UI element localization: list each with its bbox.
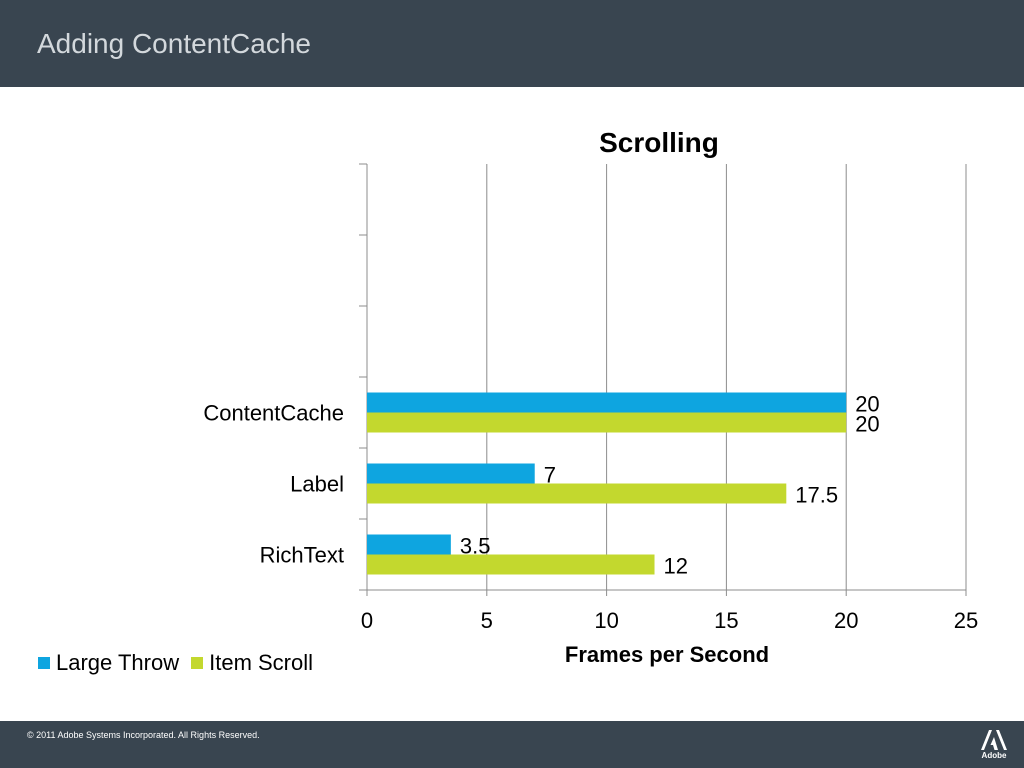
data-label: 3.5 [460, 534, 491, 559]
bar [367, 412, 847, 433]
legend-label-large-throw: Large Throw [56, 650, 180, 675]
category-label: RichText [260, 543, 344, 568]
bar [367, 392, 847, 413]
chart-title: Scrolling [599, 127, 719, 158]
legend-swatch-large-throw [38, 657, 50, 669]
adobe-logo-text: Adobe [981, 751, 1007, 760]
legend-item-item-scroll: Item Scroll [191, 650, 313, 676]
bar [367, 483, 787, 504]
data-label: 12 [664, 554, 688, 579]
adobe-logo-icon [981, 730, 1007, 750]
bar [367, 534, 451, 555]
data-label: 20 [855, 412, 879, 437]
bar [367, 554, 655, 575]
copyright-text: © 2011 Adobe Systems Incorporated. All R… [27, 730, 260, 740]
data-label: 20 [855, 392, 879, 417]
bar [367, 463, 535, 484]
slide-footer: © 2011 Adobe Systems Incorporated. All R… [0, 721, 1024, 768]
bar-chart: Scrolling 0 5 10 15 20 25 Frames per Second Cont… [203, 127, 978, 667]
x-tick-label: 0 [361, 608, 373, 633]
legend-swatch-item-scroll [191, 657, 204, 669]
slide-title: Adding ContentCache [37, 28, 311, 59]
data-label: 7 [544, 463, 556, 488]
x-tick-label: 15 [714, 608, 738, 633]
data-label: 17.5 [795, 483, 838, 508]
x-tick-label: 20 [834, 608, 858, 633]
x-tick-label: 10 [594, 608, 618, 633]
x-axis-label: Frames per Second [565, 642, 769, 667]
legend-item-large-throw: Large Throw [38, 650, 179, 676]
x-tick-label: 5 [481, 608, 493, 633]
category-label: Label [290, 472, 344, 497]
legend-label-item-scroll: Item Scroll [209, 650, 314, 675]
slide-header: Adding ContentCache [0, 0, 1024, 87]
x-tick-label: 25 [954, 608, 978, 633]
chart-legend: Large Throw Item Scroll [38, 650, 325, 676]
adobe-logo: Adobe [980, 729, 1008, 762]
category-label: ContentCache [203, 401, 344, 426]
